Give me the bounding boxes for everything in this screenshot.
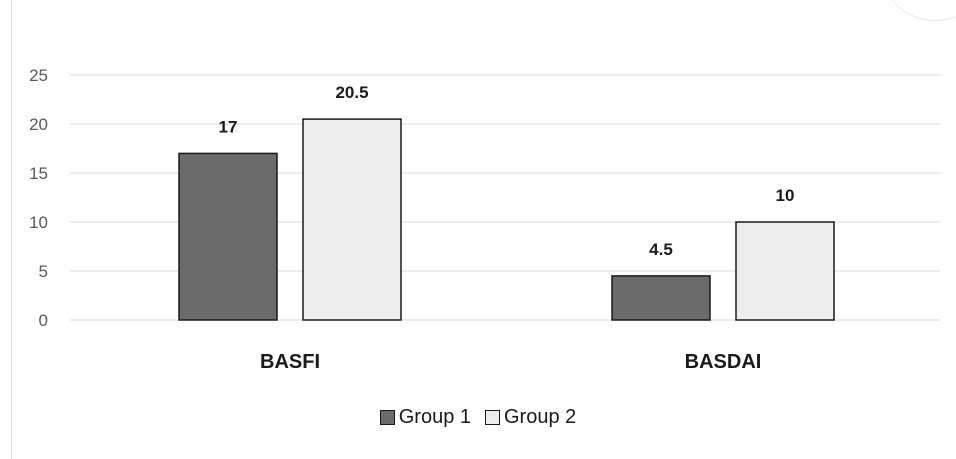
data-labels: 17 4.5 20.5 10 bbox=[219, 83, 795, 259]
legend-item-group1: Group 1 bbox=[379, 406, 471, 429]
legend-swatch-group2 bbox=[485, 410, 500, 425]
y-tick-label: 5 bbox=[39, 262, 48, 281]
bar-chart: 0 5 10 15 20 25 17 4.5 20.5 10 BASFI BAS… bbox=[29, 66, 940, 373]
x-axis-categories: BASFI BASDAI bbox=[260, 351, 761, 373]
data-label-group2-basdai: 10 bbox=[776, 186, 795, 205]
bar-group2-basdai bbox=[735, 221, 835, 321]
bar-group2-basfi bbox=[302, 118, 402, 321]
bar-group1-basdai bbox=[611, 275, 711, 321]
y-tick-label: 20 bbox=[29, 115, 48, 134]
legend-item-group2: Group 2 bbox=[485, 406, 576, 429]
bar-group1-basfi bbox=[178, 152, 278, 321]
data-label-group1-basdai: 4.5 bbox=[649, 240, 673, 259]
category-label-basfi: BASFI bbox=[260, 351, 320, 373]
y-tick-label: 0 bbox=[39, 311, 48, 330]
bars bbox=[178, 118, 835, 321]
legend-label-group2: Group 2 bbox=[504, 406, 577, 428]
frame-border bbox=[11, 0, 12, 459]
y-tick-label: 25 bbox=[29, 66, 48, 85]
legend-swatch-group1 bbox=[379, 410, 395, 425]
data-label-group1-basfi: 17 bbox=[219, 117, 238, 136]
y-tick-label: 15 bbox=[29, 164, 48, 183]
data-label-group2-basfi: 20.5 bbox=[335, 83, 368, 102]
legend-label-group1: Group 1 bbox=[398, 406, 471, 428]
y-tick-label: 10 bbox=[29, 213, 48, 232]
legend: Group 1 Group 2 bbox=[0, 406, 956, 429]
category-label-basdai: BASDAI bbox=[685, 351, 762, 373]
y-axis-ticks: 0 5 10 15 20 25 bbox=[29, 66, 48, 330]
